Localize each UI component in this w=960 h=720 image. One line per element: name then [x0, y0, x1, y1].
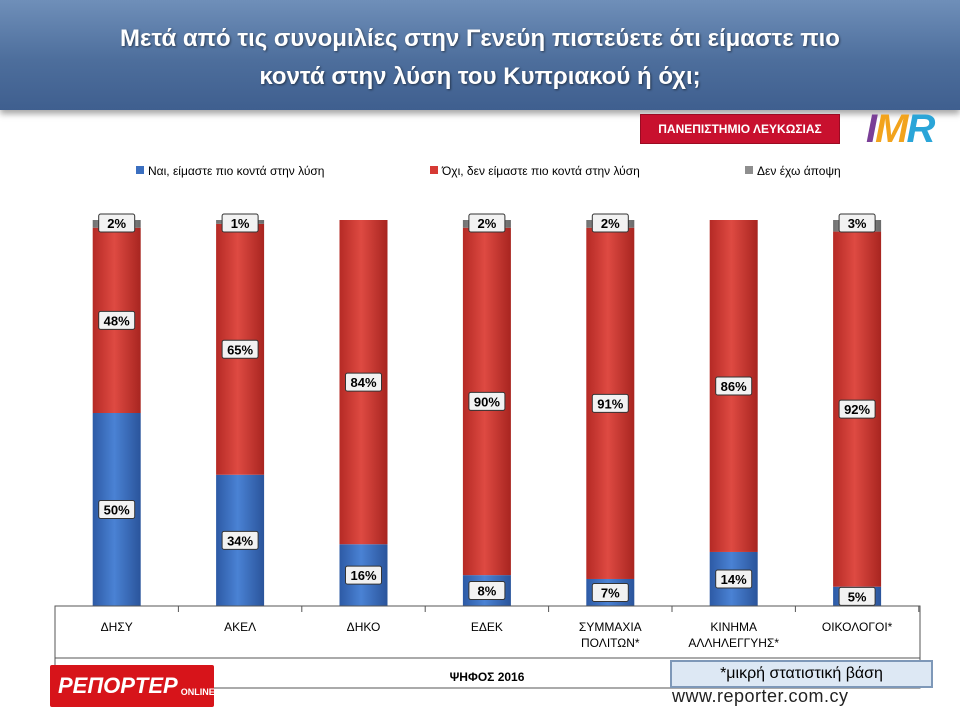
footer-url: www.reporter.com.cy — [672, 686, 849, 706]
data-label-box-yes-6 — [838, 586, 876, 606]
category-label-4: ΣΥΜΜΑΧΙΑ — [579, 620, 642, 634]
data-label-yes-4: 7% — [601, 585, 620, 600]
data-label-yes-2: 16% — [350, 568, 376, 583]
data-label-yes-0: 50% — [104, 503, 130, 518]
data-label-box-yes-0 — [98, 500, 136, 519]
data-label-no-3: 90% — [474, 394, 500, 409]
x-axis-label: ΨΗΦΟΣ 2016 — [450, 670, 525, 684]
category-label-0: ΔΗΣΥ — [101, 620, 133, 634]
data-label-box-no-2 — [345, 372, 382, 392]
page-title: Μετά από τις συνομιλίες στην Γενεύη πιστ… — [40, 20, 920, 96]
data-label-box-noopinion-1 — [221, 213, 259, 233]
data-label-box-yes-4 — [591, 582, 629, 602]
data-label-yes-6: 5% — [848, 589, 867, 604]
data-label-no-2: 84% — [350, 375, 376, 390]
bars: 50% 48% 2% 34% 65% 1% 16% 84% 8% 90% 2% 7% 91% 2% 14% 8… — [92, 213, 882, 606]
data-label-box-no-0 — [98, 310, 136, 330]
data-label-box-yes-3 — [468, 581, 506, 601]
data-label-noopinion-4: 2% — [601, 216, 620, 231]
data-label-no-0: 48% — [104, 313, 130, 328]
university-badge: ΠΑΝΕΠΙΣΤΗΜΙΟ ΛΕΥΚΩΣΙΑΣ — [640, 114, 840, 144]
data-label-no-1: 65% — [227, 342, 253, 357]
data-label-noopinion-6: 3% — [848, 216, 867, 231]
reporter-logo-sub: ONLINE — [180, 687, 215, 697]
data-label-box-yes-2 — [345, 565, 382, 585]
data-label-no-5: 86% — [721, 379, 747, 394]
data-label-no-6: 92% — [844, 402, 870, 417]
legend-label-no: Όχι, δεν είμαστε πιο κοντά στην λύση — [441, 164, 640, 178]
data-label-no-4: 91% — [597, 396, 623, 411]
data-label-box-no-3 — [468, 391, 506, 411]
category-label-4: ΠΟΛΙΤΩΝ* — [581, 636, 640, 650]
category-table-frame — [54, 605, 921, 689]
legend-swatch-noopinion — [745, 166, 753, 174]
data-label-box-no-4 — [591, 393, 629, 413]
category-label-1: ΑΚΕΛ — [224, 620, 256, 634]
x-axis: ΔΗΣΥ ΑΚΕΛ ΔΗΚΟ ΕΔΕΚ ΣΥΜΜΑΧΙΑ ΠΟΛΙΤΩΝ* ΚΙΝΗΜΑ ΑΛ… — [54, 605, 921, 689]
data-label-box-no-1 — [221, 339, 259, 359]
header-banner: Μετά από τις συνομιλίες στην Γενεύη πιστ… — [0, 0, 960, 110]
category-label-2: ΔΗΚΟ — [347, 620, 381, 634]
data-label-box-noopinion-3 — [468, 213, 506, 233]
data-label-noopinion-1: 1% — [231, 216, 250, 231]
data-label-yes-5: 14% — [721, 572, 747, 587]
category-label-6: ΟΙΚΟΛΟΓΟΙ* — [822, 620, 893, 634]
data-label-yes-3: 8% — [478, 584, 497, 599]
data-label-box-no-5 — [715, 376, 753, 396]
data-label-box-noopinion-4 — [591, 213, 629, 233]
data-label-noopinion-3: 2% — [478, 216, 497, 231]
legend-label-noopinion: Δεν έχω άποψη — [757, 164, 841, 178]
data-label-box-noopinion-0 — [98, 213, 136, 233]
reporter-logo: ΡΕΠΟΡΤΕΡ ONLINE — [50, 665, 215, 707]
data-label-box-yes-1 — [221, 530, 259, 550]
category-label-3: ΕΔΕΚ — [471, 620, 503, 634]
title-line-1: Μετά από τις συνομιλίες στην Γενεύη πιστ… — [120, 25, 840, 52]
legend-swatch-yes — [136, 166, 144, 174]
data-label-box-no-6 — [838, 399, 876, 419]
data-label-box-noopinion-6 — [838, 213, 876, 233]
legend: Ναι, είμαστε πιο κοντά στην λύση Όχι, δεν… — [136, 164, 841, 178]
category-label-5: ΑΛΛΗΛΕΓΓΥΗΣ* — [688, 636, 779, 650]
imr-logo: IMR — [866, 107, 935, 151]
category-label-5: ΚΙΝΗΜΑ — [710, 620, 757, 634]
footnote-small-sample: *μικρή στατιστική βάση — [670, 660, 933, 688]
reporter-logo-text: ΡΕΠΟΡΤΕΡ — [58, 673, 178, 698]
data-label-box-yes-5 — [715, 569, 753, 589]
data-label-yes-1: 34% — [227, 533, 253, 548]
title-line-2: κοντά στην λύση του Κυπριακού ή όχι; — [259, 63, 701, 90]
legend-swatch-no — [430, 166, 438, 174]
legend-label-yes: Ναι, είμαστε πιο κοντά στην λύση — [148, 164, 324, 178]
data-label-noopinion-0: 2% — [107, 216, 126, 231]
